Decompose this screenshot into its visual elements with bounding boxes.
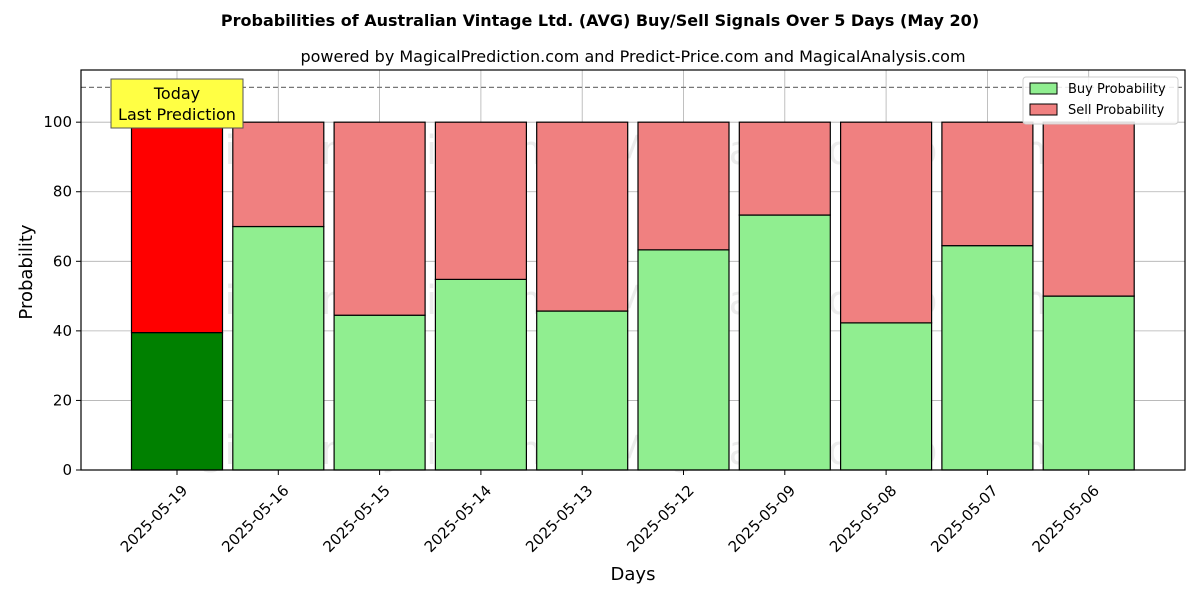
legend-box — [1022, 76, 1179, 125]
buy-bar — [1042, 295, 1135, 471]
bars — [130, 121, 1135, 471]
buy-bar — [941, 245, 1034, 471]
y-tick-label: 0 — [62, 461, 72, 479]
legend-label: Buy Probability — [1068, 82, 1166, 97]
sell-bar — [130, 121, 224, 334]
sell-bar — [839, 121, 933, 324]
x-tick-label: 2025-05-12 — [623, 482, 697, 556]
buy-bar — [232, 225, 325, 471]
buy-bar — [738, 214, 831, 471]
x-axis-label: Days — [611, 564, 656, 585]
x-tick-label: 2025-05-13 — [522, 482, 596, 556]
sell-bar — [333, 121, 426, 316]
x-tick-label: 2025-05-19 — [117, 482, 191, 556]
chart-title: Probabilities of Australian Vintage Ltd.… — [221, 11, 979, 30]
today-annotation: Today Last Prediction — [110, 78, 244, 129]
sell-bar — [536, 121, 629, 312]
y-tick-label: 100 — [43, 113, 72, 131]
x-tick-label: 2025-05-16 — [218, 482, 292, 556]
legend: Buy Probability Sell Probability — [1022, 76, 1179, 125]
y-axis-label: Probability — [16, 224, 37, 319]
sell-bar — [434, 121, 527, 280]
sell-bar — [232, 121, 325, 228]
x-tick-label: 2025-05-15 — [319, 482, 393, 556]
buy-bar — [333, 314, 426, 471]
x-tick-label: 2025-05-14 — [421, 482, 495, 556]
sell-bar — [1042, 121, 1135, 297]
x-tick-label: 2025-05-09 — [725, 482, 799, 556]
x-tick-label: 2025-05-06 — [1029, 482, 1103, 556]
x-tick-label: 2025-05-08 — [826, 482, 900, 556]
buy-bar — [434, 278, 527, 471]
y-tick-label: 40 — [53, 322, 72, 340]
annotation-line: Today — [153, 84, 200, 103]
legend-swatch — [1029, 103, 1058, 116]
buy-bar — [637, 249, 730, 471]
y-tick-label: 80 — [53, 183, 72, 201]
annotation-box — [110, 78, 244, 129]
buy-bar — [536, 310, 629, 471]
annotation-line: Last Prediction — [118, 105, 236, 124]
sell-bar — [941, 121, 1034, 247]
buy-bar — [839, 322, 933, 471]
y-tick-label: 20 — [53, 391, 72, 409]
x-tick-label: 2025-05-07 — [927, 482, 1001, 556]
y-tick-label: 60 — [53, 252, 72, 270]
sell-bar — [637, 121, 730, 251]
sell-bar — [738, 121, 831, 216]
chart-subtitle: powered by MagicalPrediction.com and Pre… — [300, 47, 965, 66]
plot-frame — [80, 69, 1186, 471]
legend-label: Sell Probability — [1068, 103, 1165, 118]
buy-bar — [130, 332, 224, 471]
legend-swatch — [1029, 82, 1058, 95]
